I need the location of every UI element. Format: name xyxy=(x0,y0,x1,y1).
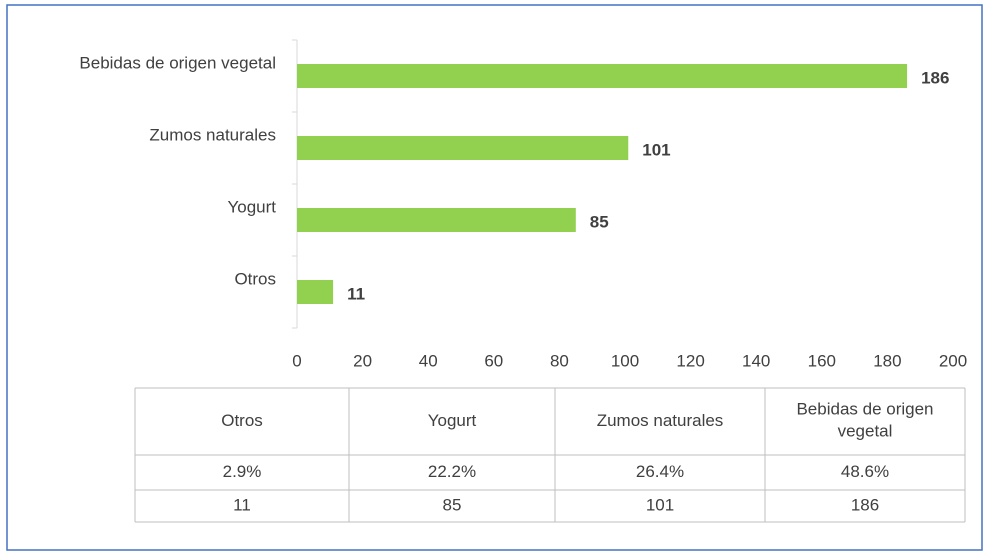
x-tick-label: 180 xyxy=(873,351,901,370)
value-label: 186 xyxy=(921,68,949,87)
table-cell: 11 xyxy=(233,495,251,514)
y-tick-label: Bebidas de origen vegetal xyxy=(79,53,276,72)
table-cell: 85 xyxy=(443,495,462,514)
x-tick-label: 120 xyxy=(676,351,704,370)
value-label: 101 xyxy=(642,140,670,159)
bar xyxy=(297,136,629,160)
value-label: 11 xyxy=(347,284,365,303)
x-tick-label: 40 xyxy=(419,351,438,370)
table-cell: Bebidas de origen vegetal xyxy=(796,400,933,441)
table-cell: 48.6% xyxy=(841,462,889,481)
table-cell: 186 xyxy=(851,495,879,514)
value-label: 85 xyxy=(590,212,609,231)
bar xyxy=(297,64,908,88)
table-cell: 2.9% xyxy=(223,462,262,481)
x-tick-label: 140 xyxy=(742,351,770,370)
x-tick-label: 60 xyxy=(484,351,503,370)
table-cell: Otros xyxy=(221,411,263,430)
x-tick-label: 100 xyxy=(611,351,639,370)
table-cell: 26.4% xyxy=(636,462,684,481)
x-tick-label: 160 xyxy=(808,351,836,370)
x-tick-label: 0 xyxy=(292,351,301,370)
frame xyxy=(6,4,983,551)
y-tick-label: Yogurt xyxy=(227,197,276,216)
table-cell: Yogurt xyxy=(428,411,477,430)
table-cell: Zumos naturales xyxy=(597,411,724,430)
table-cell: 101 xyxy=(646,495,674,514)
bar xyxy=(297,208,576,232)
table-cell: 22.2% xyxy=(428,462,476,481)
bar xyxy=(297,280,334,304)
x-tick-label: 20 xyxy=(353,351,372,370)
y-tick-label: Otros xyxy=(234,269,276,288)
x-tick-label: 80 xyxy=(550,351,569,370)
x-tick-label: 200 xyxy=(939,351,967,370)
y-tick-label: Zumos naturales xyxy=(149,125,276,144)
